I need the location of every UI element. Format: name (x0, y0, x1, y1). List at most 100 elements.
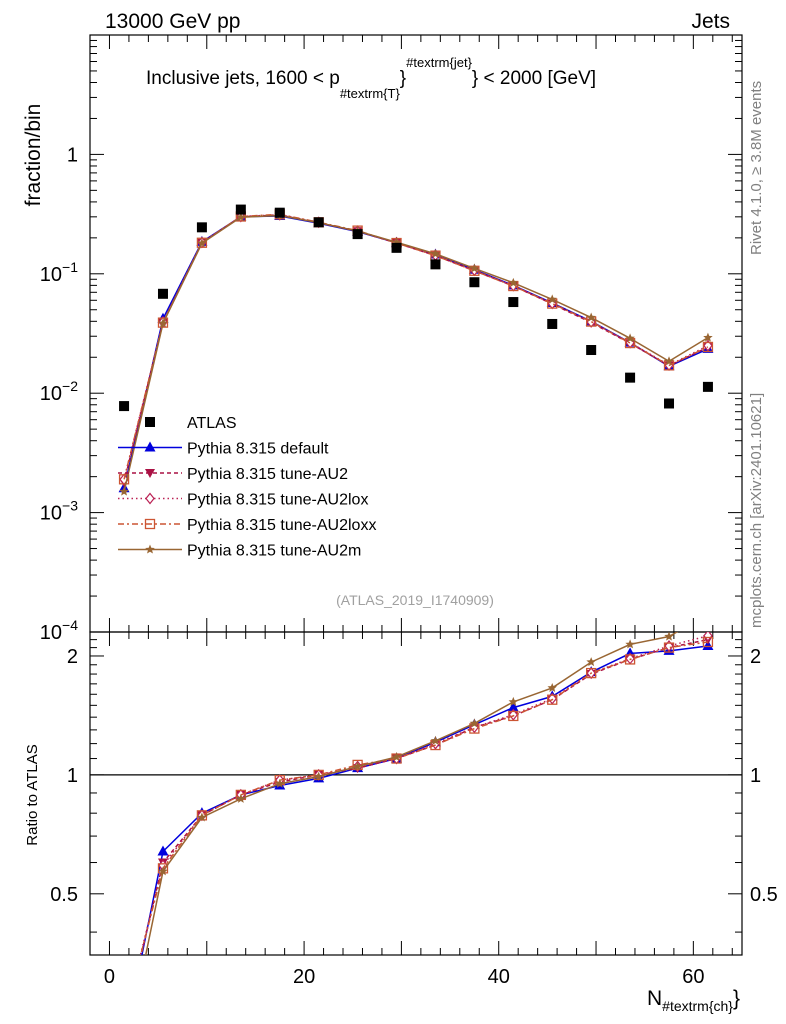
atlas-data-point (391, 242, 402, 253)
series-line-4 (123, 214, 709, 492)
atlas-data-point (157, 288, 168, 299)
atlas-data-point (119, 401, 130, 412)
series-point-4 (547, 294, 557, 304)
ratio-tick-label-right: 1 (750, 765, 761, 787)
legend-marker-1 (145, 469, 155, 478)
ratio-point-3 (547, 694, 558, 705)
ratio-point-4 (236, 793, 246, 803)
atlas-data-point (235, 204, 246, 215)
series-point-4 (625, 333, 635, 343)
atlas-data-point (274, 207, 285, 218)
mcplots-label: mcplots.cern.ch [arXiv:2401.10621] (748, 393, 765, 628)
series-point-3 (196, 237, 208, 248)
ratio-tick-label: 1 (67, 765, 78, 787)
rivet-label: Rivet 4.1.0, ≥ 3.8M events (748, 81, 765, 255)
series-point-4 (586, 312, 596, 322)
ratio-point-4 (313, 771, 324, 781)
ratio-point-4 (430, 735, 441, 745)
legend-marker-atlas (145, 417, 155, 427)
ratio-line-1 (140, 638, 709, 955)
legend-label-1: Pythia 8.315 tune-AU2 (187, 466, 348, 483)
series-point-3 (118, 474, 130, 485)
x-tick-label: 40 (488, 966, 510, 988)
ratio-y-axis-label: Ratio to ATLAS (24, 744, 41, 845)
legend-label-3: Pythia 8.315 tune-AU2loxx (187, 517, 376, 534)
atlas-data-point (702, 381, 713, 392)
plot-title: Inclusive jets, 1600 < p#textrm{T}}#text… (146, 55, 596, 101)
legend-marker-3 (144, 518, 156, 530)
y-tick-label: 10−2 (40, 378, 78, 405)
atlas-data-point (430, 259, 441, 270)
x-tick-label: 20 (293, 966, 315, 988)
ratio-point-4 (508, 696, 519, 706)
main-plot-marks (118, 204, 714, 496)
atlas-data-point (664, 398, 675, 409)
legend-label-4: Pythia 8.315 tune-AU2m (187, 543, 361, 560)
atlas-data-point (625, 372, 636, 383)
series-point-4 (391, 237, 402, 247)
main-plot-frame: 1 10−1 10−2 10−3 10−4 (40, 34, 743, 955)
ratio-frame (89, 631, 743, 956)
series-point-4 (508, 277, 519, 287)
legend-entry-1: Pythia 8.315 tune-AU2 (118, 466, 348, 483)
ratio-point-2 (703, 632, 713, 642)
legend-label-2: Pythia 8.315 tune-AU2lox (187, 492, 368, 509)
ratio-point-3 (586, 667, 597, 679)
ratio-point-4 (197, 812, 207, 822)
legend-marker-2 (145, 492, 155, 505)
legend-entry-atlas: ATLAS (145, 415, 237, 432)
ratio-point-4 (158, 866, 168, 876)
ratio-point-0 (157, 845, 169, 856)
series-point-2 (703, 339, 713, 352)
x-tick-label: 60 (682, 966, 704, 988)
series-point-3 (702, 341, 714, 353)
series-point-4 (430, 248, 441, 258)
ratio-point-4 (664, 632, 674, 641)
legend-marker-4 (145, 544, 155, 554)
legend-label-atlas: ATLAS (187, 415, 237, 432)
ratio-point-0 (507, 701, 519, 712)
ratio-point-0 (702, 639, 714, 650)
y-axis-label: fraction/bin (22, 104, 45, 207)
legend-entry-3: Pythia 8.315 tune-AU2loxx (118, 517, 376, 534)
y-tick-label: 10−4 (40, 617, 78, 644)
ratio-point-3 (624, 654, 636, 665)
atlas-data-point (313, 217, 324, 228)
ratio-tick-label: 0.5 (50, 884, 78, 906)
legend-label-0: Pythia 8.315 default (187, 441, 329, 458)
atlas-data-point (547, 318, 558, 329)
series-point-4 (197, 238, 207, 248)
x-tick-label: 0 (104, 966, 115, 988)
series-point-4 (236, 212, 246, 222)
x-axis-label: N#textrm{ch}} (647, 987, 740, 1014)
legend-entry-4: Pythia 8.315 tune-AU2m (118, 543, 361, 560)
series-line-3 (123, 213, 709, 480)
series-point-4 (703, 332, 713, 342)
ratio-point-3 (663, 642, 675, 653)
legend: ATLAS Pythia 8.315 default Pythia 8.315 tu… (118, 415, 376, 560)
ratio-line-2 (139, 635, 709, 955)
ratio-point-4 (586, 657, 596, 667)
series-point-4 (664, 356, 674, 366)
atlas-data-point (469, 277, 480, 288)
analysis-id: (ATLAS_2019_I1740909) (336, 592, 494, 608)
atlas-data-point (586, 345, 597, 356)
legend-entry-0: Pythia 8.315 default (118, 441, 329, 458)
series-point-4 (469, 263, 480, 273)
ratio-point-4 (352, 761, 363, 771)
legend-entry-2: Pythia 8.315 tune-AU2lox (118, 492, 368, 509)
ratio-tick-label: 2 (67, 646, 78, 668)
ratio-tick-label-right: 2 (750, 646, 761, 668)
series-point-3 (157, 317, 169, 328)
y-tick-label: 10−1 (40, 259, 78, 286)
ratio-point-3 (508, 710, 519, 722)
series-point-4 (158, 318, 168, 328)
y-tick-label: 10−3 (40, 498, 78, 525)
ratio-point-4 (625, 639, 635, 649)
ratio-point-4 (275, 778, 285, 788)
ratio-line-0 (141, 645, 708, 955)
series-point-4 (119, 486, 129, 496)
ratio-point-3 (702, 636, 714, 648)
atlas-data-point (508, 297, 519, 308)
